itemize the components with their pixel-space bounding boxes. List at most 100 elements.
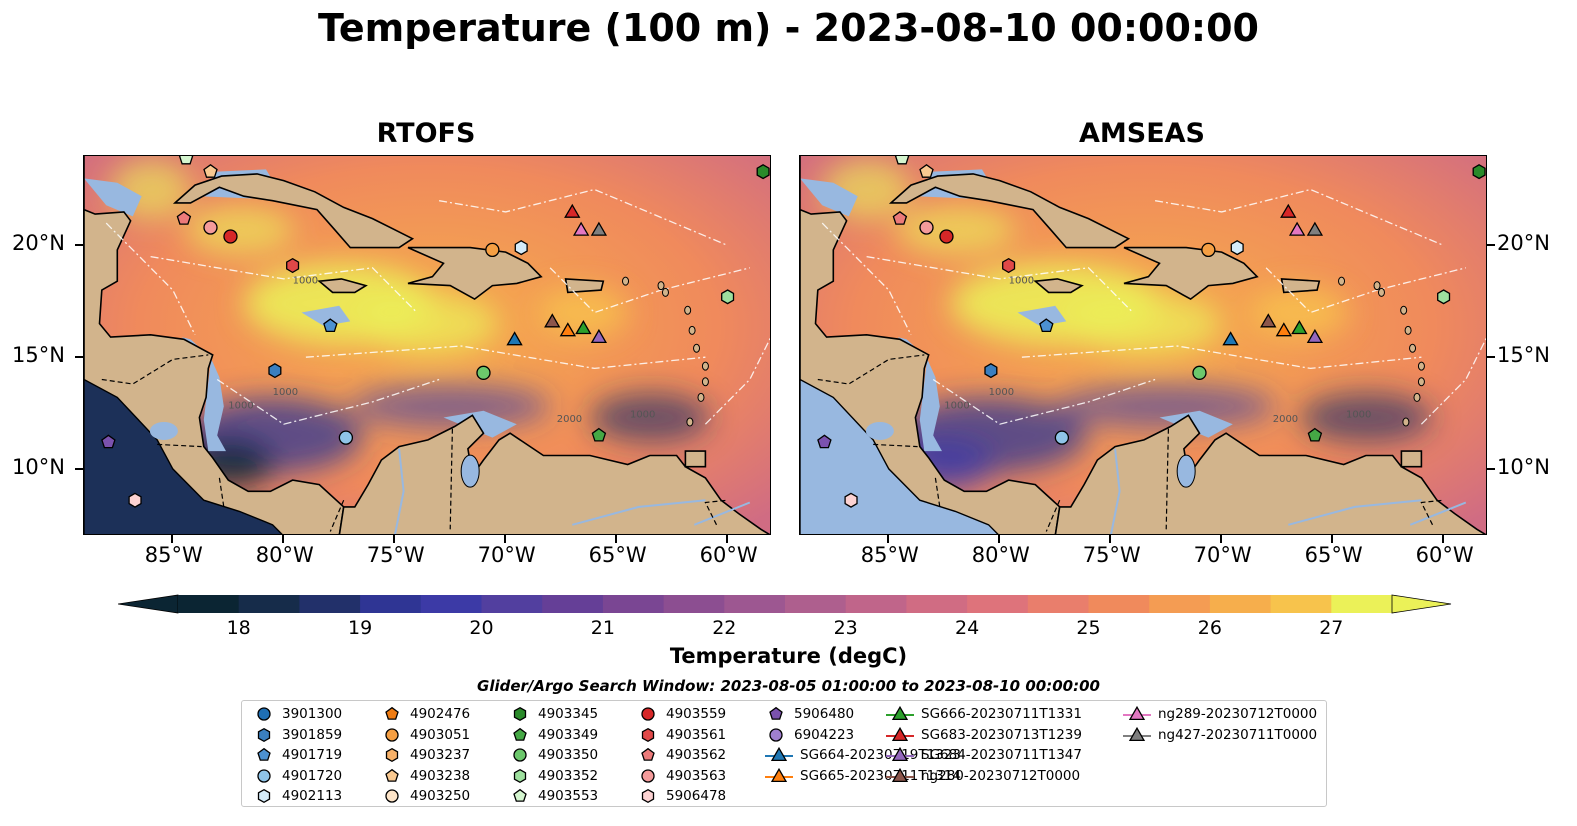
legend-marker-icon bbox=[513, 768, 527, 783]
legend-label: 4903562 bbox=[666, 747, 727, 764]
legend-entry: SG665-20230711T1314 bbox=[764, 766, 961, 786]
legend-entry: 4903553 bbox=[508, 786, 598, 806]
country-border bbox=[218, 477, 225, 507]
legend-label: ng427-20230711T0000 bbox=[1158, 726, 1318, 743]
colorbar-segment bbox=[420, 595, 482, 613]
lake-nicaragua bbox=[149, 421, 178, 440]
colorbar-segment bbox=[1027, 595, 1089, 613]
colorbar-min-extend bbox=[118, 594, 179, 614]
country-border bbox=[329, 499, 345, 532]
legend-marker-icon bbox=[641, 707, 655, 721]
legend-entry: 4903350 bbox=[508, 745, 598, 765]
lon-tick-label: 80°W bbox=[971, 543, 1030, 567]
island bbox=[1404, 325, 1412, 335]
colorbar-segment bbox=[542, 595, 604, 613]
country-border bbox=[934, 477, 941, 507]
pentagon-icon bbox=[513, 727, 527, 741]
lat-tick bbox=[1487, 244, 1495, 247]
legend-label: ng280-20230712T0000 bbox=[921, 767, 1081, 784]
colorbar-segment bbox=[1209, 595, 1272, 613]
float-marker-circle bbox=[1192, 365, 1207, 380]
temperature-anomaly bbox=[350, 384, 551, 429]
legend-marker-icon bbox=[257, 727, 271, 742]
triangle-icon bbox=[1128, 705, 1146, 721]
circle-icon bbox=[257, 707, 271, 721]
legend-entry: SG666-20230711T1331 bbox=[885, 704, 1082, 724]
rtofs-map[interactable]: 1000 1000 1000 1000 2000 bbox=[83, 155, 771, 535]
lon-tick bbox=[1219, 535, 1222, 543]
temperature-anomaly bbox=[1056, 384, 1277, 429]
legend-label: SG684-20230711T1347 bbox=[921, 747, 1082, 764]
legend-label: 6904223 bbox=[794, 726, 855, 743]
legend-label: 4903553 bbox=[538, 788, 599, 805]
country-border bbox=[449, 428, 453, 530]
legend-marker-icon bbox=[257, 789, 271, 804]
legend-label: 4903349 bbox=[538, 726, 599, 743]
legend-marker-icon bbox=[385, 789, 399, 804]
search-window-text: Glider/Argo Search Window: 2023-08-05 01… bbox=[477, 677, 1100, 695]
legend-label: SG665-20230711T1314 bbox=[800, 767, 961, 784]
contour-label: 1000 bbox=[228, 401, 253, 412]
temperature-anomaly bbox=[894, 204, 1016, 255]
legend-label: 4903238 bbox=[410, 767, 471, 784]
colorbar-tick-label: 26 bbox=[1197, 617, 1222, 639]
legend-label: 5906480 bbox=[794, 706, 855, 722]
triangle-icon bbox=[891, 767, 909, 782]
temperature-anomaly bbox=[538, 287, 629, 338]
lon-tick bbox=[997, 535, 1000, 543]
float-marker-hexagon bbox=[984, 363, 998, 379]
legend-marker-icon bbox=[513, 706, 527, 722]
land-jamaica bbox=[1033, 278, 1084, 294]
legend-entry: SG683-20230713T1239 bbox=[885, 725, 1082, 745]
country-border bbox=[817, 354, 925, 385]
float-marker-circle bbox=[203, 220, 218, 235]
eez-boundary bbox=[866, 255, 1134, 313]
land-trinidad bbox=[684, 450, 707, 468]
land-cuba bbox=[888, 173, 1131, 249]
land-cuba bbox=[172, 173, 415, 249]
eez-boundary bbox=[150, 255, 418, 313]
legend-label: 4903345 bbox=[538, 706, 599, 722]
circle-icon bbox=[769, 727, 783, 742]
island bbox=[1417, 377, 1425, 387]
float-marker-triangle bbox=[506, 331, 523, 346]
colorbar-segment bbox=[299, 595, 361, 613]
legend-label: 4902113 bbox=[282, 788, 343, 805]
circle-icon bbox=[641, 769, 655, 783]
float-marker-pentagon bbox=[176, 210, 192, 225]
contour-label: 2000 bbox=[1273, 414, 1298, 425]
eez-boundary bbox=[1265, 267, 1466, 314]
legend-marker-icon bbox=[513, 748, 527, 762]
island bbox=[1402, 417, 1410, 427]
lat-tick bbox=[75, 244, 83, 247]
lat-tick bbox=[75, 467, 83, 470]
legend-entry: 6904223 bbox=[764, 725, 854, 745]
float-marker-triangle bbox=[590, 221, 608, 236]
lon-tick-label: 85°W bbox=[144, 543, 203, 567]
pentagon-icon bbox=[513, 789, 527, 803]
float-marker-hexagon bbox=[756, 164, 770, 180]
float-marker-triangle bbox=[590, 328, 608, 344]
legend-entry: 4901719 bbox=[252, 745, 342, 765]
lon-tick bbox=[1330, 535, 1333, 543]
float-marker-pentagon bbox=[101, 434, 116, 449]
land-jamaica bbox=[317, 278, 368, 294]
map-canvas: 1000 1000 1000 1000 2000 bbox=[800, 156, 1486, 534]
temperature-anomaly bbox=[358, 293, 498, 354]
float-marker-pentagon bbox=[323, 318, 338, 333]
lon-tick-label: 60°W bbox=[1415, 543, 1474, 567]
temperature-anomaly bbox=[1067, 293, 1221, 354]
float-marker-triangle bbox=[544, 313, 561, 328]
island bbox=[661, 287, 669, 297]
triangle-icon bbox=[891, 747, 909, 762]
colorbar-segment bbox=[906, 595, 968, 613]
hexagon-icon bbox=[641, 789, 655, 804]
country-border bbox=[101, 354, 209, 385]
lon-tick bbox=[170, 535, 173, 543]
legend-label: 3901859 bbox=[282, 726, 343, 743]
legend-entry: 4903562 bbox=[636, 745, 726, 765]
amseas-map[interactable]: 1000 1000 1000 1000 2000 bbox=[799, 155, 1487, 535]
river bbox=[394, 448, 405, 534]
river bbox=[1288, 499, 1422, 526]
legend-entry: 4903352 bbox=[508, 766, 598, 786]
